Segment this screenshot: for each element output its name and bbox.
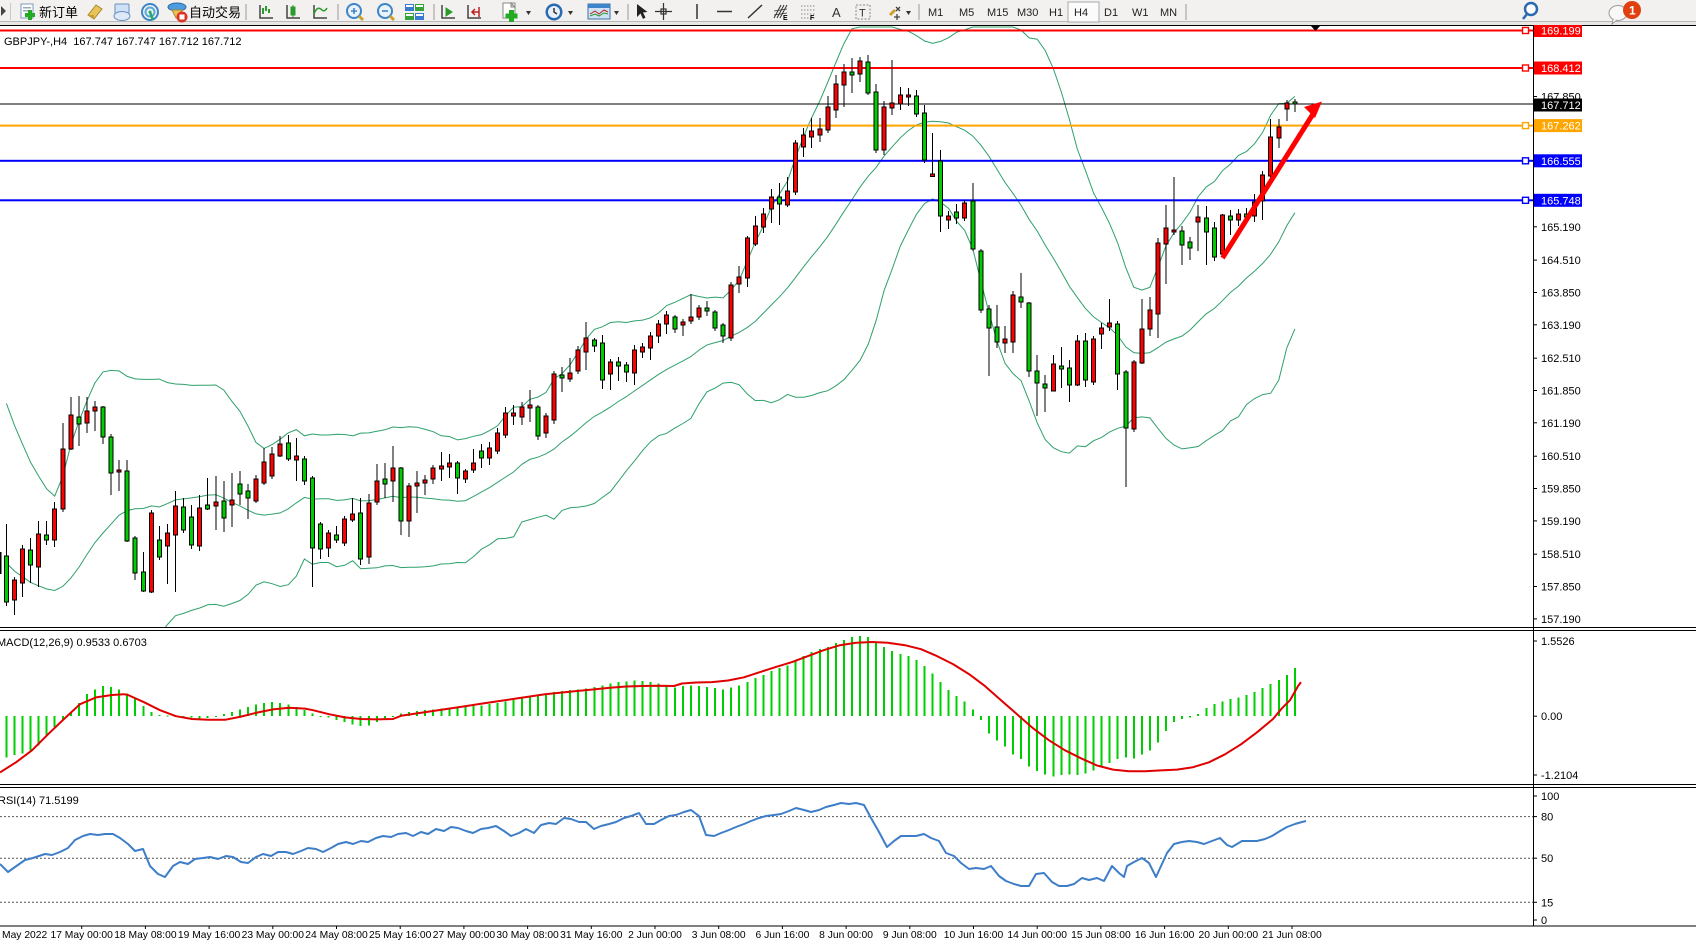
- svg-text:M5: M5: [959, 7, 974, 19]
- svg-text:157.190: 157.190: [1541, 614, 1581, 626]
- svg-text:6 Jun 16:00: 6 Jun 16:00: [755, 930, 809, 941]
- svg-text:21 Jun 08:00: 21 Jun 08:00: [1262, 930, 1322, 941]
- svg-text:RSI(14) 71.5199: RSI(14) 71.5199: [0, 795, 79, 807]
- svg-text:0: 0: [1541, 915, 1547, 927]
- svg-text:T: T: [859, 8, 866, 20]
- svg-text:31 May 16:00: 31 May 16:00: [560, 930, 623, 941]
- svg-text:15: 15: [1541, 897, 1553, 909]
- svg-text:May 2022: May 2022: [2, 930, 47, 941]
- svg-text:160.510: 160.510: [1541, 451, 1581, 463]
- svg-text:168.412: 168.412: [1541, 63, 1581, 75]
- svg-text:MACD(12,26,9) 0.9533 0.6703: MACD(12,26,9) 0.9533 0.6703: [0, 637, 147, 649]
- svg-text:1.5526: 1.5526: [1541, 636, 1575, 648]
- svg-text:158.510: 158.510: [1541, 549, 1581, 561]
- svg-text:169.199: 169.199: [1541, 26, 1581, 38]
- svg-text:20 Jun 00:00: 20 Jun 00:00: [1199, 930, 1259, 941]
- svg-text:25 May 16:00: 25 May 16:00: [369, 930, 432, 941]
- svg-text:新订单: 新订单: [39, 5, 78, 20]
- svg-text:165.748: 165.748: [1541, 195, 1581, 207]
- svg-text:9 Jun 08:00: 9 Jun 08:00: [883, 930, 937, 941]
- svg-text:M15: M15: [987, 7, 1008, 19]
- svg-text:自动交易: 自动交易: [189, 5, 241, 20]
- svg-text:167.262: 167.262: [1541, 121, 1581, 133]
- svg-text:30 May 08:00: 30 May 08:00: [496, 930, 559, 941]
- svg-text:M30: M30: [1017, 7, 1038, 19]
- svg-text:M1: M1: [928, 7, 943, 19]
- svg-text:0.00: 0.00: [1541, 711, 1562, 723]
- svg-text:H4: H4: [1074, 7, 1088, 19]
- svg-text:161.850: 161.850: [1541, 386, 1581, 398]
- svg-text:1: 1: [1629, 4, 1636, 18]
- svg-text:80: 80: [1541, 812, 1553, 824]
- svg-text:8 Jun 00:00: 8 Jun 00:00: [819, 930, 873, 941]
- svg-text:162.510: 162.510: [1541, 353, 1581, 365]
- svg-text:-1.2104: -1.2104: [1541, 770, 1578, 782]
- svg-text:50: 50: [1541, 853, 1553, 865]
- svg-text:165.190: 165.190: [1541, 222, 1581, 234]
- svg-text:164.510: 164.510: [1541, 255, 1581, 267]
- svg-text:W1: W1: [1132, 7, 1149, 19]
- svg-text:14 Jun 00:00: 14 Jun 00:00: [1007, 930, 1067, 941]
- svg-text:163.190: 163.190: [1541, 320, 1581, 332]
- svg-text:E: E: [783, 15, 788, 22]
- svg-text:GBPJPY-,H4 167.747 167.747 16: GBPJPY-,H4 167.747 167.747 167.712 167.7…: [4, 36, 242, 48]
- svg-text:F: F: [810, 15, 815, 22]
- svg-text:MN: MN: [1160, 7, 1177, 19]
- svg-text:159.850: 159.850: [1541, 484, 1581, 496]
- svg-text:19 May 16:00: 19 May 16:00: [178, 930, 241, 941]
- svg-text:18 May 08:00: 18 May 08:00: [114, 930, 177, 941]
- svg-text:100: 100: [1541, 791, 1559, 803]
- svg-text:24 May 08:00: 24 May 08:00: [305, 930, 368, 941]
- svg-text:16 Jun 16:00: 16 Jun 16:00: [1135, 930, 1195, 941]
- svg-text:161.190: 161.190: [1541, 418, 1581, 430]
- svg-text:159.190: 159.190: [1541, 516, 1581, 528]
- svg-text:167.712: 167.712: [1541, 100, 1581, 112]
- svg-text:27 May 00:00: 27 May 00:00: [433, 930, 496, 941]
- svg-text:23 May 00:00: 23 May 00:00: [242, 930, 305, 941]
- svg-text:3 Jun 08:00: 3 Jun 08:00: [692, 930, 746, 941]
- svg-text:A: A: [832, 5, 841, 20]
- svg-text:166.555: 166.555: [1541, 156, 1581, 168]
- svg-text:D1: D1: [1104, 7, 1118, 19]
- svg-text:163.850: 163.850: [1541, 288, 1581, 300]
- svg-text:2 Jun 00:00: 2 Jun 00:00: [628, 930, 682, 941]
- svg-text:H1: H1: [1049, 7, 1063, 19]
- svg-text:10 Jun 16:00: 10 Jun 16:00: [944, 930, 1004, 941]
- svg-text:17 May 00:00: 17 May 00:00: [50, 930, 113, 941]
- svg-text:157.850: 157.850: [1541, 582, 1581, 594]
- svg-text:15 Jun 08:00: 15 Jun 08:00: [1071, 930, 1131, 941]
